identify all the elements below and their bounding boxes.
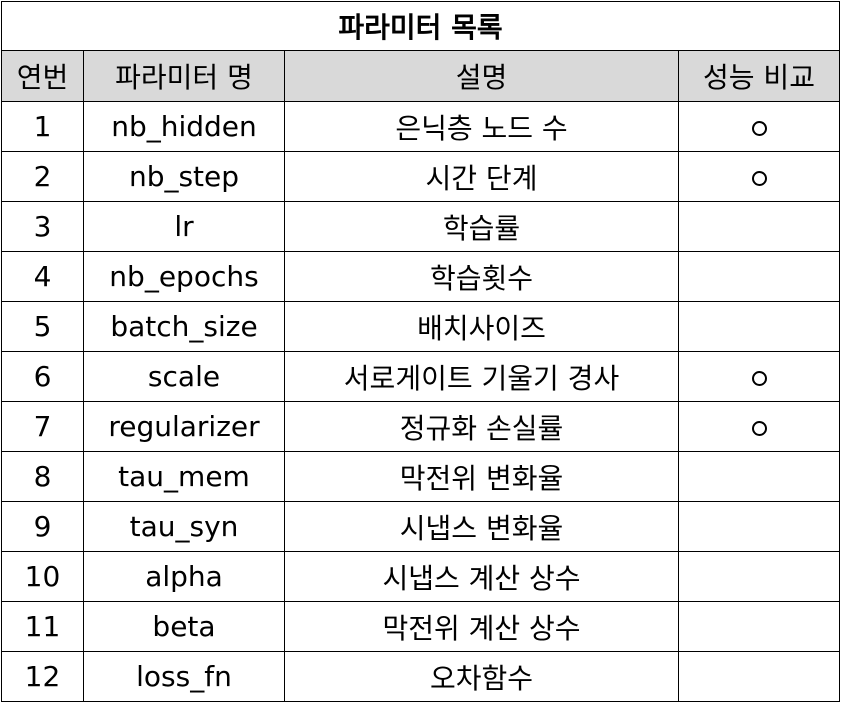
cell-no: 10 bbox=[1, 551, 84, 602]
cell-description: 시냅스 변화율 bbox=[284, 501, 679, 552]
cell-no: 4 bbox=[1, 251, 84, 302]
table-row: 2 nb_step 시간 단계 bbox=[1, 151, 840, 202]
cell-no: 9 bbox=[1, 501, 84, 552]
table-row: 9 tau_syn 시냅스 변화율 bbox=[1, 501, 840, 552]
title-row: 파라미터 목록 bbox=[1, 1, 840, 51]
header-row: 연번 파라미터 명 설명 성능 비교 bbox=[1, 50, 840, 102]
cell-no: 12 bbox=[1, 651, 84, 702]
circle-icon bbox=[751, 170, 767, 186]
table-title: 파라미터 목록 bbox=[1, 1, 840, 51]
cell-comparison bbox=[678, 101, 840, 152]
table-row: 8 tau_mem 막전위 변화율 bbox=[1, 451, 840, 502]
cell-description: 막전위 변화율 bbox=[284, 451, 679, 502]
cell-parameter-name: alpha bbox=[83, 551, 285, 602]
circle-icon bbox=[751, 370, 767, 386]
cell-no: 6 bbox=[1, 351, 84, 402]
cell-description: 정규화 손실률 bbox=[284, 401, 679, 452]
cell-description: 배치사이즈 bbox=[284, 301, 679, 352]
cell-comparison bbox=[678, 551, 840, 602]
table-row: 11 beta 막전위 계산 상수 bbox=[1, 601, 840, 652]
table-body: 1 nb_hidden 은닉층 노드 수 2 nb_step 시간 단계 3 lr 학습률 4 nb… bbox=[1, 101, 840, 702]
cell-comparison bbox=[678, 451, 840, 502]
cell-no: 5 bbox=[1, 301, 84, 352]
cell-comparison bbox=[678, 401, 840, 452]
cell-description: 은닉층 노드 수 bbox=[284, 101, 679, 152]
cell-comparison bbox=[678, 301, 840, 352]
cell-parameter-name: batch_size bbox=[83, 301, 285, 352]
table-row: 7 regularizer 정규화 손실률 bbox=[1, 401, 840, 452]
circle-icon bbox=[751, 120, 767, 136]
cell-parameter-name: tau_syn bbox=[83, 501, 285, 552]
circle-icon bbox=[751, 420, 767, 436]
table-row: 5 batch_size 배치사이즈 bbox=[1, 301, 840, 352]
cell-no: 11 bbox=[1, 601, 84, 652]
cell-no: 8 bbox=[1, 451, 84, 502]
cell-description: 막전위 계산 상수 bbox=[284, 601, 679, 652]
cell-description: 학습률 bbox=[284, 201, 679, 252]
cell-parameter-name: lr bbox=[83, 201, 285, 252]
cell-no: 2 bbox=[1, 151, 84, 202]
table-row: 6 scale 서로게이트 기울기 경사 bbox=[1, 351, 840, 402]
column-header-description: 설명 bbox=[284, 50, 679, 102]
cell-comparison bbox=[678, 651, 840, 702]
table-row: 1 nb_hidden 은닉층 노드 수 bbox=[1, 101, 840, 152]
cell-comparison bbox=[678, 251, 840, 302]
table-row: 3 lr 학습률 bbox=[1, 201, 840, 252]
cell-no: 7 bbox=[1, 401, 84, 452]
cell-parameter-name: nb_epochs bbox=[83, 251, 285, 302]
cell-parameter-name: tau_mem bbox=[83, 451, 285, 502]
cell-description: 시간 단계 bbox=[284, 151, 679, 202]
cell-parameter-name: loss_fn bbox=[83, 651, 285, 702]
cell-description: 오차함수 bbox=[284, 651, 679, 702]
cell-description: 시냅스 계산 상수 bbox=[284, 551, 679, 602]
cell-no: 1 bbox=[1, 101, 84, 152]
table-row: 12 loss_fn 오차함수 bbox=[1, 651, 840, 702]
cell-comparison bbox=[678, 351, 840, 402]
cell-parameter-name: beta bbox=[83, 601, 285, 652]
cell-parameter-name: nb_hidden bbox=[83, 101, 285, 152]
cell-no: 3 bbox=[1, 201, 84, 252]
cell-comparison bbox=[678, 201, 840, 252]
parameter-table: 파라미터 목록 연번 파라미터 명 설명 성능 비교 1 nb_hidden 은닉층… bbox=[1, 1, 840, 702]
cell-comparison bbox=[678, 601, 840, 652]
cell-comparison bbox=[678, 501, 840, 552]
cell-parameter-name: nb_step bbox=[83, 151, 285, 202]
column-header-comparison: 성능 비교 bbox=[678, 50, 840, 102]
table-row: 4 nb_epochs 학습횟수 bbox=[1, 251, 840, 302]
cell-parameter-name: regularizer bbox=[83, 401, 285, 452]
cell-description: 학습횟수 bbox=[284, 251, 679, 302]
column-header-name: 파라미터 명 bbox=[83, 50, 285, 102]
cell-comparison bbox=[678, 151, 840, 202]
cell-description: 서로게이트 기울기 경사 bbox=[284, 351, 679, 402]
column-header-no: 연번 bbox=[1, 50, 84, 102]
table-row: 10 alpha 시냅스 계산 상수 bbox=[1, 551, 840, 602]
cell-parameter-name: scale bbox=[83, 351, 285, 402]
